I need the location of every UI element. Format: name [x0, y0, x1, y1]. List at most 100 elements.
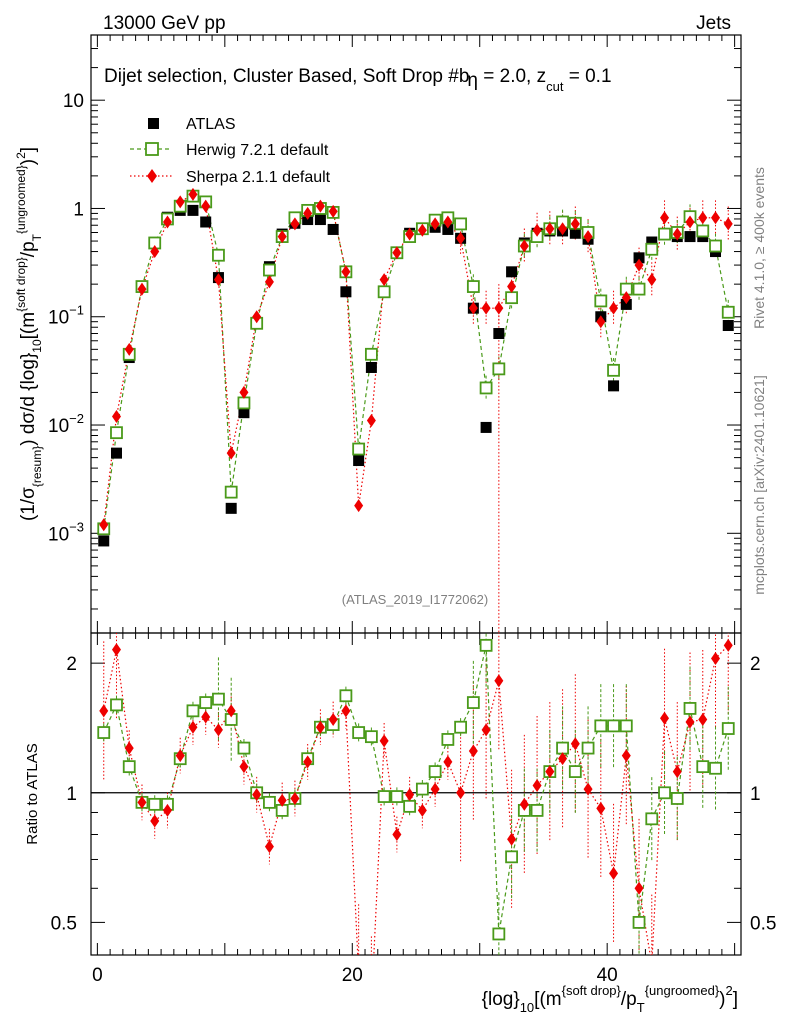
sherpa-ratio-point [481, 723, 491, 737]
herwig-ratio-point [683, 702, 697, 715]
sherpa-ratio-point [226, 704, 236, 718]
sherpa-point [252, 310, 262, 324]
plot-title: Dijet selection, Cluster Based, Soft Dro… [104, 66, 612, 94]
herwig-point [632, 282, 646, 296]
sherpa-point [532, 223, 542, 237]
x-tick-label: 40 [597, 965, 618, 986]
sherpa-point [570, 217, 580, 231]
herwig-ratio-point [658, 786, 671, 800]
sherpa-point [621, 291, 631, 305]
sherpa-ratio-point [162, 803, 172, 817]
sherpa-point [213, 273, 223, 287]
sherpa-point [379, 273, 389, 287]
herwig-ratio-point [390, 790, 404, 803]
sherpa-point [188, 187, 198, 201]
herwig-ratio-point [594, 719, 608, 733]
sherpa-point [634, 258, 644, 272]
herwig-point [454, 217, 468, 231]
herwig-point [224, 485, 238, 499]
herwig-ratio-point [466, 696, 480, 709]
sherpa-point [175, 195, 185, 209]
herwig-ratio-point [403, 799, 417, 813]
sherpa-ratio-point [392, 828, 402, 842]
herwig-point [594, 294, 608, 308]
sherpa-ratio-point [328, 712, 338, 726]
herwig-ratio-point [607, 719, 620, 733]
sherpa-point [481, 301, 491, 315]
sherpa-point [430, 217, 440, 231]
herwig-ratio-point [186, 704, 200, 718]
herwig-ratio-point [377, 790, 391, 803]
sherpa-point [507, 280, 517, 294]
sherpa-ratio-point [558, 752, 568, 766]
atlas-point [442, 223, 454, 235]
herwig-point [721, 305, 735, 319]
sherpa-point [328, 204, 338, 218]
atlas-point [314, 214, 326, 226]
y-axis-label: (1/σ{resum}) dσ/d {log}10[(m{soft drop}/… [14, 147, 44, 521]
sherpa-ratio-point [290, 791, 300, 805]
atlas-point [480, 421, 492, 433]
sherpa-ratio-point [545, 765, 555, 779]
sherpa-ratio-point [698, 712, 708, 726]
sherpa-point [315, 199, 325, 213]
header-right: Jets [696, 13, 731, 34]
y-tick-label-main: 10−1 [48, 303, 84, 329]
sherpa-ratio-point [341, 704, 351, 718]
herwig-ratio-point [479, 638, 493, 652]
sherpa-ratio-point [685, 715, 695, 729]
sherpa-point [264, 275, 274, 289]
herwig-ratio-point [721, 722, 735, 735]
sherpa-line [103, 193, 729, 525]
herwig-ratio-point [199, 696, 213, 709]
sherpa-point [456, 231, 466, 245]
herwig-ratio-point [581, 741, 595, 755]
sherpa-point [583, 230, 593, 244]
sherpa-point [443, 215, 453, 229]
sherpa-ratio-point [124, 741, 134, 755]
sherpa-ratio-point [596, 801, 606, 815]
herwig-ratio-point [556, 741, 569, 755]
atlas-point [98, 535, 110, 547]
rivet-label: Rivet 4.1.0, ≥ 400k events [751, 167, 767, 329]
sherpa-ratio-point [570, 737, 580, 751]
herwig-point [364, 347, 378, 361]
atlas-point [365, 361, 377, 373]
herwig-point [505, 291, 518, 305]
y-tick-label-ratio-left: 0.5 [51, 913, 77, 934]
sherpa-ratio-point [405, 788, 415, 802]
sherpa-ratio-point [137, 795, 147, 809]
herwig-ratio-point [709, 761, 722, 775]
legend-label-atlas: ATLAS [186, 116, 236, 133]
herwig-ratio-point [97, 726, 111, 739]
sherpa-ratio-point [711, 652, 721, 666]
atlas-point [238, 407, 250, 419]
atlas-point [722, 320, 734, 332]
herwig-ratio-point [492, 927, 506, 941]
sherpa-point [647, 273, 657, 287]
herwig-ratio-point [428, 765, 442, 778]
sherpa-ratio-point [507, 832, 517, 846]
legend: ATLAS Herwig 7.2.1 default Sherpa 2.1.1 … [130, 116, 331, 186]
x-axis-label: {log}10[(m{soft drop}/pT{ungroomed})2] [482, 983, 738, 1015]
legend-label-herwig: Herwig 7.2.1 default [186, 142, 329, 159]
sherpa-point [698, 211, 708, 225]
sherpa-ratio-point [379, 734, 389, 748]
atlas-point [340, 286, 352, 298]
herwig-point [263, 263, 276, 277]
sherpa-ratio-point [647, 958, 656, 971]
atlas-point [353, 455, 365, 467]
atlas-point [684, 231, 696, 243]
y-tick-label-main: 10−3 [48, 519, 84, 545]
herwig-line [103, 195, 729, 529]
sherpa-point [341, 265, 351, 279]
atlas-point [633, 252, 645, 264]
sherpa-ratio-point [634, 881, 644, 895]
sherpa-point [277, 230, 287, 244]
herwig-ratio-point [670, 792, 684, 805]
sherpa-ratio-point [417, 803, 427, 817]
herwig-ratio-point [696, 760, 710, 774]
herwig-point [492, 362, 506, 376]
sherpa-ratio-point [723, 638, 733, 652]
